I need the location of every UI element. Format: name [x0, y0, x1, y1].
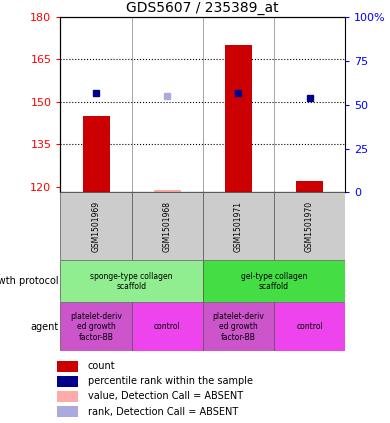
- Text: growth protocol: growth protocol: [0, 276, 59, 286]
- Bar: [274, 192, 345, 260]
- Bar: [60, 260, 203, 302]
- Text: percentile rank within the sample: percentile rank within the sample: [88, 376, 253, 386]
- Bar: [154, 190, 181, 192]
- Bar: [57, 407, 78, 418]
- Text: gel-type collagen
scaffold: gel-type collagen scaffold: [241, 272, 307, 291]
- Bar: [60, 302, 132, 351]
- Text: sponge-type collagen
scaffold: sponge-type collagen scaffold: [90, 272, 173, 291]
- Bar: [57, 376, 78, 387]
- Text: count: count: [88, 361, 115, 371]
- Text: GSM1501969: GSM1501969: [92, 201, 101, 252]
- Bar: [57, 391, 78, 402]
- Bar: [132, 302, 203, 351]
- Bar: [225, 45, 252, 192]
- Bar: [57, 361, 78, 372]
- Text: GSM1501970: GSM1501970: [305, 201, 314, 252]
- Bar: [296, 181, 323, 192]
- Bar: [60, 192, 132, 260]
- Title: GDS5607 / 235389_at: GDS5607 / 235389_at: [126, 0, 279, 14]
- Text: control: control: [296, 322, 323, 331]
- Text: value, Detection Call = ABSENT: value, Detection Call = ABSENT: [88, 391, 243, 401]
- Text: platelet-deriv
ed growth
factor-BB: platelet-deriv ed growth factor-BB: [70, 312, 122, 342]
- Bar: [274, 302, 345, 351]
- Bar: [203, 302, 274, 351]
- Text: platelet-deriv
ed growth
factor-BB: platelet-deriv ed growth factor-BB: [213, 312, 264, 342]
- Bar: [203, 192, 274, 260]
- Text: GSM1501971: GSM1501971: [234, 201, 243, 252]
- Bar: [203, 260, 345, 302]
- Bar: [83, 116, 110, 192]
- Text: GSM1501968: GSM1501968: [163, 201, 172, 252]
- Text: rank, Detection Call = ABSENT: rank, Detection Call = ABSENT: [88, 407, 238, 417]
- Text: agent: agent: [31, 322, 59, 332]
- Bar: [132, 192, 203, 260]
- Text: control: control: [154, 322, 181, 331]
